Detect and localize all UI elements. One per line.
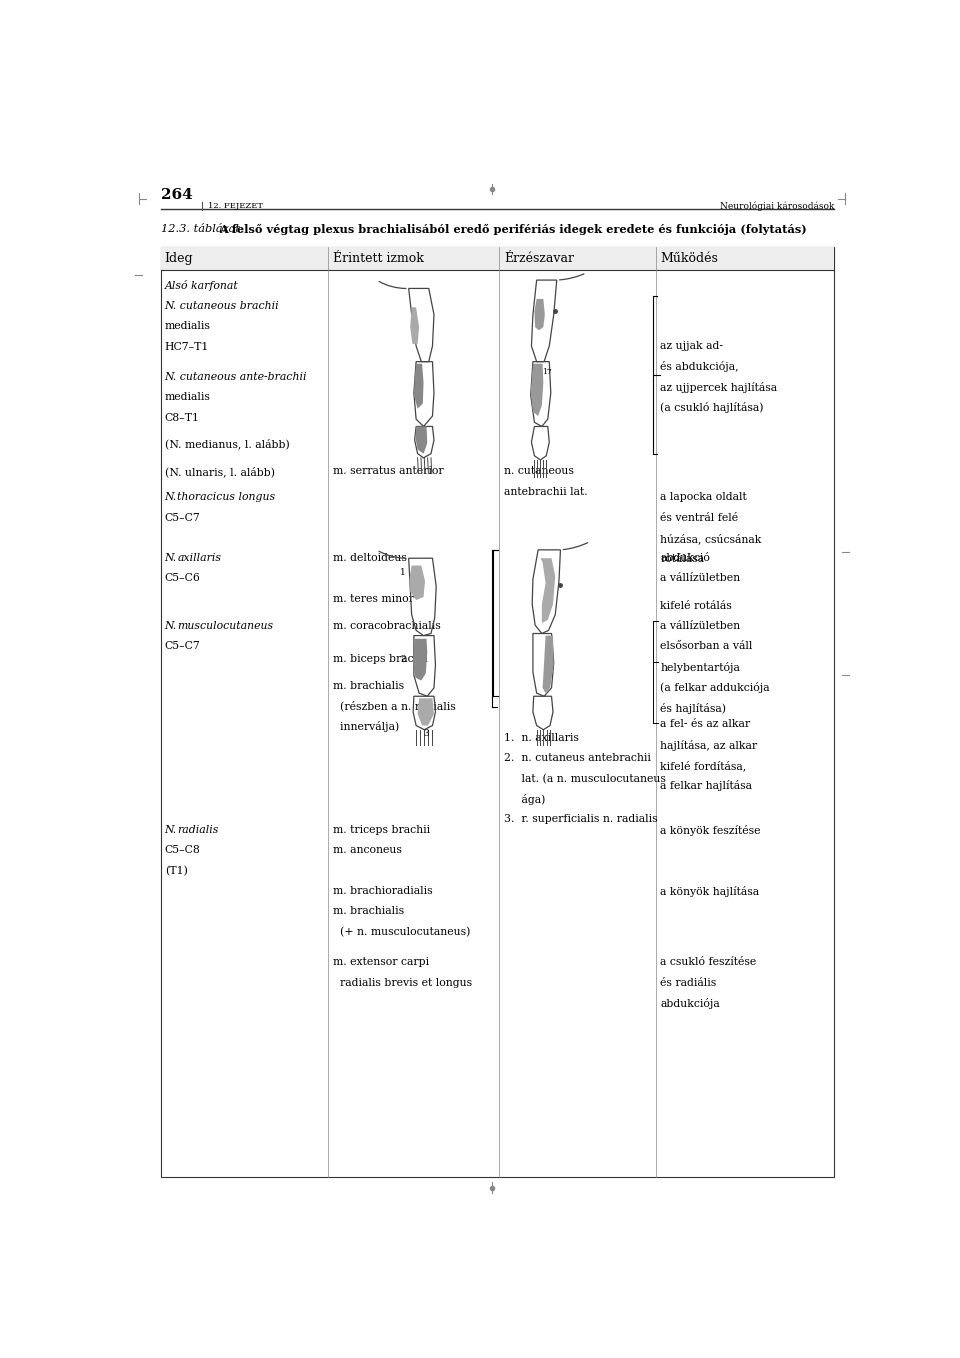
Text: 17: 17 xyxy=(541,368,552,376)
Text: a könyök hajlítása: a könyök hajlítása xyxy=(660,885,759,898)
Text: Ideg: Ideg xyxy=(165,251,193,265)
Text: 12.3. táblázat.: 12.3. táblázat. xyxy=(161,224,247,234)
Text: C5–C8: C5–C8 xyxy=(165,845,201,856)
Text: húzása, csúcsának: húzása, csúcsának xyxy=(660,534,761,545)
Text: 264: 264 xyxy=(161,187,193,201)
Text: ága): ága) xyxy=(504,794,545,805)
Text: (T1): (T1) xyxy=(165,865,187,876)
Bar xyxy=(161,247,834,1177)
Text: medialis: medialis xyxy=(165,322,210,331)
Text: medialis: medialis xyxy=(165,392,210,402)
Text: 2: 2 xyxy=(400,655,406,664)
Text: m. teres minor: m. teres minor xyxy=(333,593,414,604)
Text: az ujjpercek hajlítása: az ujjpercek hajlítása xyxy=(660,382,778,392)
Text: a könyök feszítése: a könyök feszítése xyxy=(660,824,760,837)
Text: lat. (a n. musculocutaneus: lat. (a n. musculocutaneus xyxy=(504,774,666,784)
Text: m. coracobrachialis: m. coracobrachialis xyxy=(333,621,441,631)
Text: m. brachialis: m. brachialis xyxy=(333,906,404,917)
Text: thoracicus longus: thoracicus longus xyxy=(178,493,276,502)
Text: a vállízületben: a vállízületben xyxy=(660,573,740,584)
Text: helybentartója: helybentartója xyxy=(660,661,740,672)
Text: az ujjak ad-: az ujjak ad- xyxy=(660,341,723,350)
Text: (+ n. musculocutaneus): (+ n. musculocutaneus) xyxy=(333,926,470,937)
Text: Működés: Működés xyxy=(660,251,718,265)
Text: (a felkar addukciója: (a felkar addukciója xyxy=(660,682,770,693)
Text: m. biceps brachii: m. biceps brachii xyxy=(333,655,427,664)
Text: 1: 1 xyxy=(400,569,406,577)
Text: C5–C7: C5–C7 xyxy=(165,513,201,523)
Text: 3: 3 xyxy=(423,729,429,737)
Text: Neurológiai károsodások: Neurológiai károsodások xyxy=(720,201,834,210)
Text: radialis: radialis xyxy=(178,824,219,835)
Text: (N. medianus, l. alább): (N. medianus, l. alább) xyxy=(165,439,289,448)
Text: a csukló feszítése: a csukló feszítése xyxy=(660,957,756,967)
Text: Alsó karfonat: Alsó karfonat xyxy=(165,280,238,291)
Text: musculocutaneus: musculocutaneus xyxy=(178,621,274,631)
Text: és radiális: és radiális xyxy=(660,978,716,987)
Text: innerválja): innerválja) xyxy=(333,721,399,732)
Text: antebrachii lat.: antebrachii lat. xyxy=(504,486,588,497)
Text: 2.  n. cutaneus antebrachii: 2. n. cutaneus antebrachii xyxy=(504,754,651,763)
Text: m. deltoideus: m. deltoideus xyxy=(333,553,407,564)
Text: m. brachialis: m. brachialis xyxy=(333,680,404,691)
Text: m. brachioradialis: m. brachioradialis xyxy=(333,885,432,896)
Text: m. anconeus: m. anconeus xyxy=(333,845,401,856)
Polygon shape xyxy=(410,307,420,344)
Text: N. cutaneous brachii: N. cutaneous brachii xyxy=(165,301,279,311)
Text: a felkar hajlítása: a felkar hajlítása xyxy=(660,781,752,792)
Text: a vállízületben: a vállízületben xyxy=(660,621,740,631)
Text: C5–C6: C5–C6 xyxy=(165,573,201,584)
Text: 1.  n. axillaris: 1. n. axillaris xyxy=(504,733,579,743)
Text: m. triceps brachii: m. triceps brachii xyxy=(333,824,430,835)
Polygon shape xyxy=(531,364,543,416)
Text: kifelé rotálás: kifelé rotálás xyxy=(660,600,732,611)
Text: és hajlítása): és hajlítása) xyxy=(660,702,726,713)
Text: N.: N. xyxy=(165,493,180,502)
Text: 3.  r. superficialis n. radialis: 3. r. superficialis n. radialis xyxy=(504,815,658,824)
Polygon shape xyxy=(414,364,423,409)
Text: kifelé fordítása,: kifelé fordítása, xyxy=(660,760,746,771)
Polygon shape xyxy=(409,565,425,600)
Text: elsősorban a váll: elsősorban a váll xyxy=(660,641,753,652)
Text: C5–C7: C5–C7 xyxy=(165,641,201,652)
Text: axillaris: axillaris xyxy=(178,553,222,564)
Polygon shape xyxy=(413,638,427,680)
Text: N.: N. xyxy=(165,621,180,631)
Text: Érzészavar: Érzészavar xyxy=(504,251,574,265)
Text: radialis brevis et longus: radialis brevis et longus xyxy=(333,978,472,987)
Text: m. serratus anterior: m. serratus anterior xyxy=(333,466,444,477)
Text: m. extensor carpi: m. extensor carpi xyxy=(333,957,429,967)
Text: abdukciója: abdukciója xyxy=(660,998,720,1009)
Polygon shape xyxy=(540,558,555,623)
Text: (N. ulnaris, l. alább): (N. ulnaris, l. alább) xyxy=(165,466,275,477)
Text: N.: N. xyxy=(165,553,180,564)
Text: Érintett izmok: Érintett izmok xyxy=(333,251,423,265)
Text: rotálása: rotálása xyxy=(660,554,705,564)
Text: C8–T1: C8–T1 xyxy=(165,413,200,422)
Text: a fel- és az alkar: a fel- és az alkar xyxy=(660,720,751,729)
Text: a lapocka oldalt: a lapocka oldalt xyxy=(660,493,747,502)
Polygon shape xyxy=(418,698,434,725)
Text: 12. FEJEZET: 12. FEJEZET xyxy=(207,202,263,210)
Text: és abdukciója,: és abdukciója, xyxy=(660,361,739,372)
Bar xyxy=(161,247,834,270)
Text: és ventrál felé: és ventrál felé xyxy=(660,513,738,523)
Text: A felső végtag plexus brachialisából eredő perifériás idegek eredete és funkciój: A felső végtag plexus brachialisából ere… xyxy=(219,224,806,235)
Text: hajlítása, az alkar: hajlítása, az alkar xyxy=(660,740,757,751)
Text: HC7–T1: HC7–T1 xyxy=(165,342,209,352)
Polygon shape xyxy=(535,299,545,330)
Text: (a csukló hajlítása): (a csukló hajlítása) xyxy=(660,402,763,413)
Text: N.: N. xyxy=(165,824,180,835)
Text: abdukció: abdukció xyxy=(660,553,710,564)
Text: (részben a n. radialis: (részben a n. radialis xyxy=(333,701,456,712)
Polygon shape xyxy=(416,426,427,454)
Polygon shape xyxy=(542,636,554,693)
Text: N. cutaneous ante-brachii: N. cutaneous ante-brachii xyxy=(165,372,307,382)
Text: n. cutaneous: n. cutaneous xyxy=(504,466,574,477)
